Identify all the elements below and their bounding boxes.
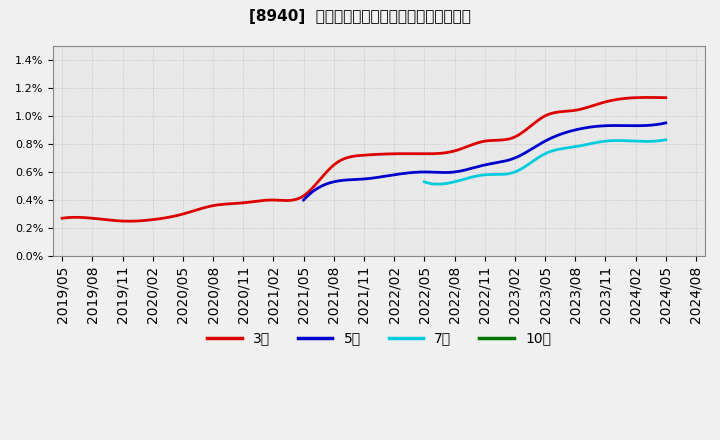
Text: [8940]  当期純利益マージンの標準偏差の推移: [8940] 当期純利益マージンの標準偏差の推移 <box>249 9 471 24</box>
Legend: 3年, 5年, 7年, 10年: 3年, 5年, 7年, 10年 <box>202 326 557 351</box>
